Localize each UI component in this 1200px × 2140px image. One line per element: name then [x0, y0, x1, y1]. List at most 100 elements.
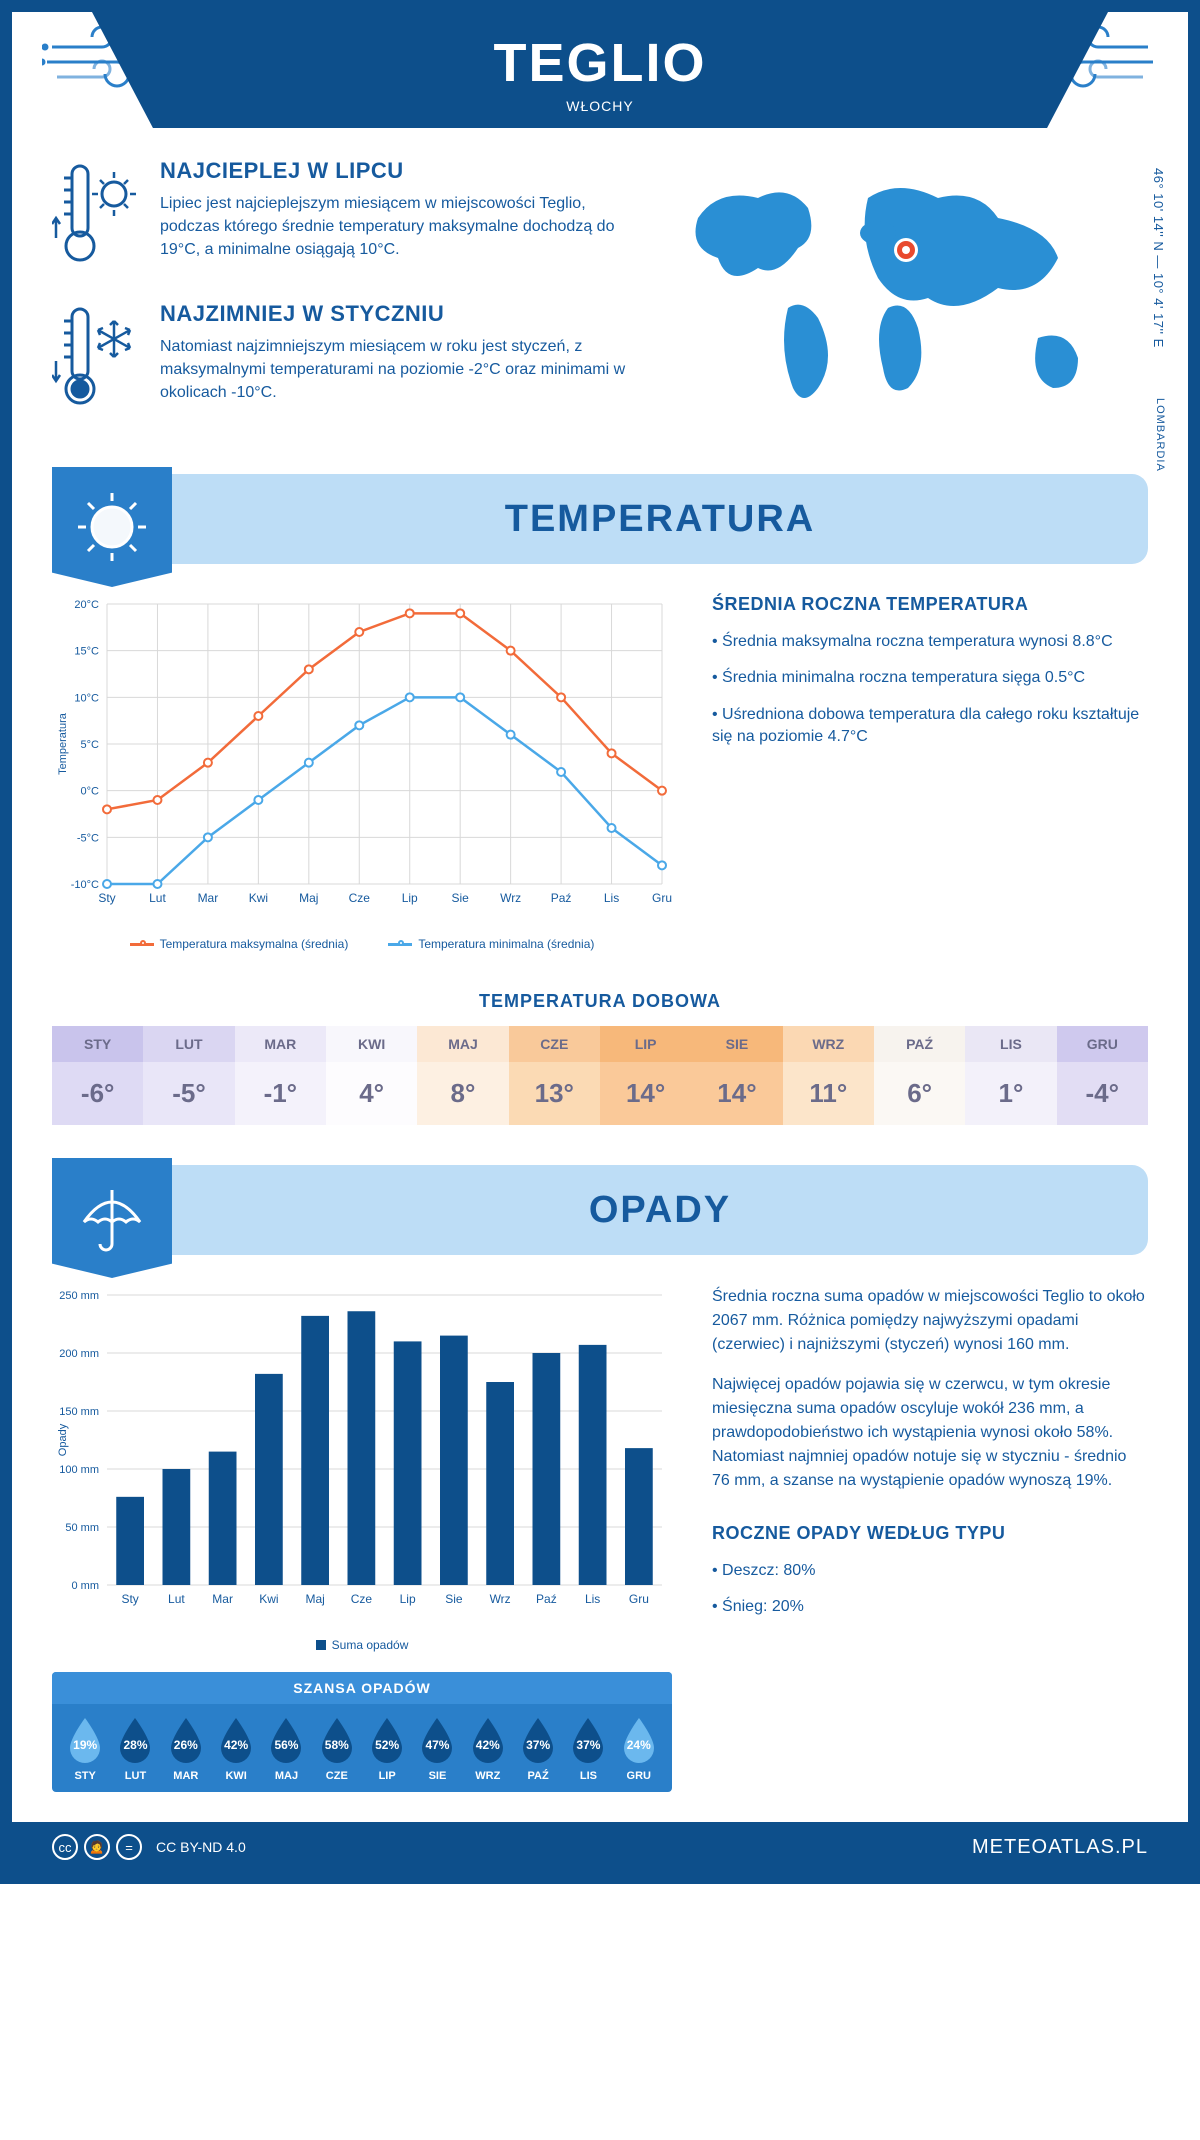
- city-title: TEGLIO: [92, 32, 1108, 94]
- svg-text:Cze: Cze: [349, 891, 371, 905]
- svg-text:Wrz: Wrz: [500, 891, 521, 905]
- raindrop-icon: 28%: [116, 1716, 154, 1764]
- raindrop-icon: 24%: [620, 1716, 658, 1764]
- svg-text:250 mm: 250 mm: [59, 1290, 99, 1302]
- temp-chart-row: -10°C-5°C0°C5°C10°C15°C20°CStyLutMarKwiM…: [12, 594, 1188, 981]
- svg-text:Paź: Paź: [536, 1592, 557, 1606]
- svg-text:Sie: Sie: [452, 891, 470, 905]
- infographic-page: TEGLIO WŁOCHY NAJCIEPLEJ W LIPCU Lipiec …: [0, 0, 1200, 1884]
- thermometer-snow-icon: [52, 301, 142, 416]
- raindrop-icon: 58%: [318, 1716, 356, 1764]
- chance-title: SZANSA OPADÓW: [52, 1672, 672, 1704]
- temp-cell: LUT-5°: [143, 1026, 234, 1125]
- svg-text:Lip: Lip: [400, 1592, 416, 1606]
- svg-text:Wrz: Wrz: [490, 1592, 511, 1606]
- raindrop-icon: 37%: [519, 1716, 557, 1764]
- fact-warmest: NAJCIEPLEJ W LIPCU Lipiec jest najcieple…: [52, 158, 638, 273]
- section-title: OPADY: [172, 1189, 1148, 1232]
- svg-text:50 mm: 50 mm: [65, 1522, 99, 1534]
- svg-text:Sie: Sie: [445, 1592, 463, 1606]
- info-bullet: Średnia maksymalna roczna temperatura wy…: [712, 631, 1148, 653]
- sun-icon: [52, 467, 172, 587]
- temp-cell: SIE14°: [691, 1026, 782, 1125]
- legend-sum: Suma opadów: [316, 1638, 409, 1652]
- svg-text:Lut: Lut: [149, 891, 166, 905]
- svg-text:0°C: 0°C: [81, 786, 100, 798]
- svg-text:Sty: Sty: [98, 891, 115, 905]
- temp-cell: KWI4°: [326, 1026, 417, 1125]
- info-bullet: Śnieg: 20%: [712, 1596, 1148, 1618]
- rain-chance-box: SZANSA OPADÓW 19%STY28%LUT26%MAR42%KWI56…: [52, 1672, 672, 1792]
- rain-chart-row: 0 mm50 mm100 mm150 mm200 mm250 mmStyLutM…: [12, 1285, 1188, 1822]
- temp-cell: WRZ11°: [783, 1026, 874, 1125]
- temp-cell: LIS1°: [965, 1026, 1056, 1125]
- svg-text:Lis: Lis: [604, 891, 619, 905]
- site-name: METEOATLAS.PL: [972, 1836, 1148, 1859]
- chance-row: 19%STY28%LUT26%MAR42%KWI56%MAJ58%CZE52%L…: [52, 1704, 672, 1792]
- svg-text:Paź: Paź: [551, 891, 572, 905]
- svg-text:Opady: Opady: [57, 1423, 69, 1456]
- temp-info-heading: ŚREDNIA ROCZNA TEMPERATURA: [712, 594, 1148, 615]
- chance-cell: 28%LUT: [110, 1716, 160, 1782]
- chance-cell: 47%SIE: [412, 1716, 462, 1782]
- country-subtitle: WŁOCHY: [92, 98, 1108, 114]
- daily-temp-title: TEMPERATURA DOBOWA: [12, 991, 1188, 1012]
- svg-text:Gru: Gru: [652, 891, 672, 905]
- temp-cell: MAJ8°: [417, 1026, 508, 1125]
- cc-icons: cc 🙍 =: [52, 1834, 142, 1860]
- svg-text:0 mm: 0 mm: [72, 1580, 100, 1592]
- rain-info: Średnia roczna suma opadów w miejscowośc…: [712, 1285, 1148, 1792]
- chance-cell: 37%LIS: [563, 1716, 613, 1782]
- rain-type-list: Deszcz: 80% Śnieg: 20%: [712, 1560, 1148, 1619]
- rain-info-p1: Średnia roczna suma opadów w miejscowośc…: [712, 1285, 1148, 1357]
- temp-cell: MAR-1°: [235, 1026, 326, 1125]
- rain-type-heading: ROCZNE OPADY WEDŁUG TYPU: [712, 1523, 1148, 1544]
- svg-text:10°C: 10°C: [74, 692, 99, 704]
- svg-text:Gru: Gru: [629, 1592, 649, 1606]
- header-wrap: TEGLIO WŁOCHY: [12, 12, 1188, 128]
- temp-legend: Temperatura maksymalna (średnia) Tempera…: [52, 937, 672, 951]
- svg-text:Maj: Maj: [299, 891, 318, 905]
- section-temperature-bar: TEMPERATURA: [52, 474, 1148, 564]
- info-bullet: Deszcz: 80%: [712, 1560, 1148, 1582]
- footer: cc 🙍 = CC BY-ND 4.0 METEOATLAS.PL: [12, 1822, 1188, 1872]
- fact-text: Lipiec jest najcieplejszym miesiącem w m…: [160, 192, 638, 262]
- svg-text:Lut: Lut: [168, 1592, 185, 1606]
- svg-text:Maj: Maj: [305, 1592, 324, 1606]
- svg-text:Lis: Lis: [585, 1592, 600, 1606]
- temp-cell: STY-6°: [52, 1026, 143, 1125]
- temp-cell: CZE13°: [509, 1026, 600, 1125]
- thermometer-sun-icon: [52, 158, 142, 273]
- svg-text:Mar: Mar: [212, 1592, 233, 1606]
- nd-icon: =: [116, 1834, 142, 1860]
- rain-info-p2: Najwięcej opadów pojawia się w czerwcu, …: [712, 1373, 1148, 1493]
- svg-text:Lip: Lip: [402, 891, 418, 905]
- section-rain-bar: OPADY: [52, 1165, 1148, 1255]
- rain-legend: Suma opadów: [52, 1638, 672, 1652]
- chance-cell: 37%PAŹ: [513, 1716, 563, 1782]
- raindrop-icon: 26%: [167, 1716, 205, 1764]
- chance-cell: 42%WRZ: [463, 1716, 513, 1782]
- chance-cell: 58%CZE: [312, 1716, 362, 1782]
- chance-cell: 26%MAR: [161, 1716, 211, 1782]
- svg-text:-5°C: -5°C: [77, 832, 99, 844]
- svg-text:Temperatura: Temperatura: [57, 712, 69, 775]
- svg-text:Kwi: Kwi: [259, 1592, 278, 1606]
- svg-text:Mar: Mar: [198, 891, 219, 905]
- svg-text:200 mm: 200 mm: [59, 1348, 99, 1360]
- raindrop-icon: 47%: [418, 1716, 456, 1764]
- section-title: TEMPERATURA: [172, 498, 1148, 541]
- temp-line-chart: -10°C-5°C0°C5°C10°C15°C20°CStyLutMarKwiM…: [52, 594, 672, 951]
- temp-cell: LIP14°: [600, 1026, 691, 1125]
- raindrop-icon: 37%: [569, 1716, 607, 1764]
- fact-title: NAJCIEPLEJ W LIPCU: [160, 158, 638, 184]
- world-map: 46° 10' 14'' N — 10° 4' 17'' E LOMBARDIA: [668, 158, 1148, 444]
- cc-icon: cc: [52, 1834, 78, 1860]
- svg-text:20°C: 20°C: [74, 599, 99, 611]
- daily-temp-table: STY-6°LUT-5°MAR-1°KWI4°MAJ8°CZE13°LIP14°…: [52, 1026, 1148, 1125]
- chance-cell: 19%STY: [60, 1716, 110, 1782]
- svg-text:5°C: 5°C: [81, 739, 100, 751]
- rain-bar-chart: 0 mm50 mm100 mm150 mm200 mm250 mmStyLutM…: [52, 1285, 672, 1792]
- temp-cell: GRU-4°: [1057, 1026, 1148, 1125]
- svg-text:Cze: Cze: [351, 1592, 373, 1606]
